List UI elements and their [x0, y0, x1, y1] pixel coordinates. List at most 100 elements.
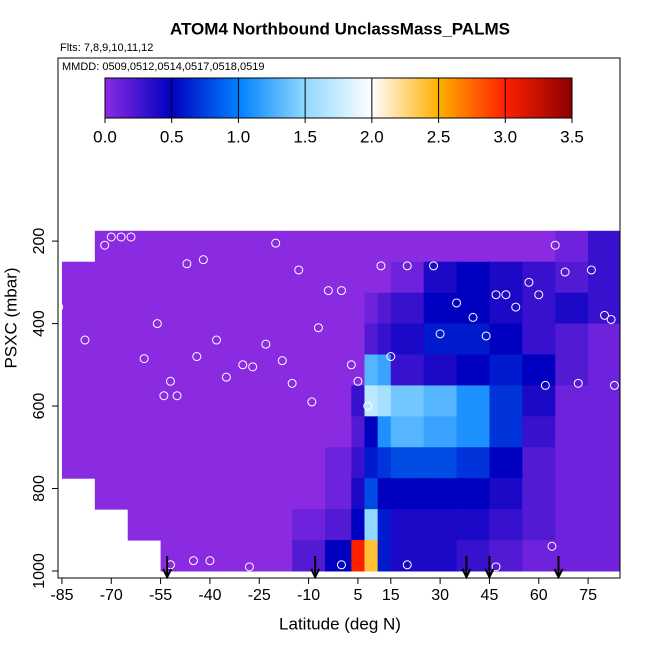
plot-frame [57, 57, 621, 579]
sample-point [491, 562, 501, 572]
cell [351, 230, 365, 263]
sample-point [80, 335, 90, 345]
sample-point [116, 232, 126, 242]
sample-point [277, 356, 287, 366]
cell [489, 323, 523, 355]
cell [193, 478, 227, 510]
chart-title: ATOM4 Northbound UnclassMass_PALMS [170, 19, 510, 38]
cell [522, 385, 556, 417]
sample-point [165, 376, 175, 386]
cell [94, 261, 129, 294]
cell [555, 509, 589, 541]
sample-point [244, 562, 254, 572]
sample-point [540, 380, 550, 390]
cell [325, 230, 352, 263]
cell [588, 416, 621, 448]
arrow-head [310, 568, 321, 580]
cell [456, 385, 490, 417]
cell [160, 292, 194, 325]
cell [588, 261, 621, 294]
cell [193, 230, 227, 263]
cell [226, 540, 260, 572]
sample-point [586, 265, 596, 275]
cell [61, 292, 96, 325]
cell [160, 323, 194, 355]
cell [61, 416, 96, 448]
sample-point [307, 397, 317, 407]
cell [351, 385, 365, 417]
overlay [54, 232, 619, 580]
x-tick-label: -70 [100, 587, 123, 604]
sample-point [600, 310, 610, 320]
cell [364, 354, 379, 386]
cell [423, 292, 458, 325]
colorbar-tick-label: 2.0 [360, 127, 384, 146]
cell [160, 509, 194, 541]
arrow [484, 556, 495, 580]
cell [456, 354, 490, 386]
sample-point [429, 261, 439, 271]
cell [226, 323, 260, 355]
cell [325, 478, 352, 510]
x-tick-label: 75 [579, 587, 597, 604]
cell [555, 385, 589, 417]
arrow-head [553, 568, 564, 580]
cell [160, 478, 194, 510]
cell [390, 323, 425, 355]
arrow-head [484, 568, 495, 580]
cell [61, 261, 96, 294]
cell [325, 416, 352, 448]
sample-point [560, 267, 570, 277]
cell [555, 354, 589, 386]
cell [351, 478, 365, 510]
cell [259, 416, 293, 448]
sample-point [336, 560, 346, 570]
cell [364, 416, 379, 448]
sample-point [139, 354, 149, 364]
sample-point [501, 290, 511, 300]
sample-point [221, 372, 231, 382]
colorbar-tick-label: 0.5 [160, 127, 184, 146]
sample-point [524, 277, 534, 287]
colorbar-tick-label: 3.5 [560, 127, 584, 146]
cell [522, 230, 556, 263]
sample-point [126, 232, 136, 242]
cell [377, 478, 392, 510]
sample-point [336, 286, 346, 296]
sample-point [609, 380, 619, 390]
sample-point [376, 261, 386, 271]
sample-point [188, 556, 198, 566]
sample-point [468, 312, 478, 322]
cell [364, 292, 379, 325]
x-axis-label: Latitude (deg N) [279, 614, 401, 633]
cell [61, 354, 96, 386]
sample-point [182, 259, 192, 269]
cell [555, 416, 589, 448]
cell [377, 447, 392, 479]
sample-point [172, 391, 182, 401]
y-tick-label: 400 [31, 310, 48, 337]
cell [364, 261, 379, 294]
cell [292, 478, 326, 510]
cell [259, 292, 293, 325]
cell [423, 354, 458, 386]
sample-point [106, 232, 116, 242]
cell [226, 261, 260, 294]
cell [193, 323, 227, 355]
cell [377, 292, 392, 325]
cell [522, 509, 556, 541]
cell [390, 540, 425, 572]
sample-point [573, 378, 583, 388]
sample-point [402, 560, 412, 570]
cell [351, 416, 365, 448]
x-tick-label: 60 [530, 587, 548, 604]
cell [94, 416, 129, 448]
cell [390, 230, 425, 263]
cell [423, 385, 458, 417]
cell [423, 230, 458, 263]
cell [390, 354, 425, 386]
cell [489, 261, 523, 294]
sample-point [67, 240, 77, 250]
sample-point [54, 302, 64, 312]
cell [390, 478, 425, 510]
